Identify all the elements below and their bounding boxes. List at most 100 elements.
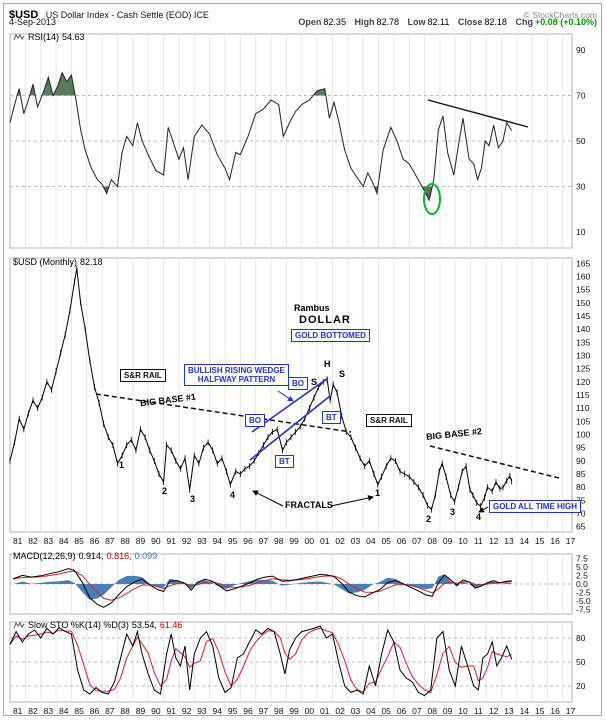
svg-text:2.5: 2.5 — [576, 570, 588, 580]
svg-text:140: 140 — [576, 324, 590, 334]
svg-text:95: 95 — [228, 536, 238, 546]
svg-text:91: 91 — [166, 706, 176, 716]
annotation-head: H — [324, 359, 331, 369]
svg-text:94: 94 — [213, 706, 223, 716]
svg-text:12: 12 — [489, 706, 499, 716]
macd-panel-label: MACD(12,26,9) 0.914, 0.816, 0.099 — [13, 551, 157, 561]
svg-text:11: 11 — [474, 706, 483, 716]
high-value: 82.78 — [376, 17, 399, 27]
svg-text:02: 02 — [335, 536, 345, 546]
annotation-left-shoulder: S — [311, 377, 318, 387]
svg-text:0.0: 0.0 — [576, 579, 588, 589]
svg-text:7.5: 7.5 — [576, 553, 588, 563]
svg-text:14: 14 — [520, 706, 530, 716]
sto-value-k: 53.54, — [131, 620, 157, 630]
svg-text:125: 125 — [576, 364, 590, 374]
close-label: Close — [457, 17, 483, 27]
svg-text:84: 84 — [59, 706, 69, 716]
svg-text:-2.5: -2.5 — [576, 588, 591, 598]
svg-text:155: 155 — [576, 285, 590, 295]
svg-text:65: 65 — [576, 522, 586, 532]
svg-text:80: 80 — [576, 633, 586, 643]
low-value: 82.11 — [427, 17, 450, 27]
svg-text:88: 88 — [120, 536, 130, 546]
svg-text:81: 81 — [13, 536, 23, 546]
svg-text:150: 150 — [576, 298, 590, 308]
svg-text:50: 50 — [576, 136, 586, 146]
svg-text:85: 85 — [74, 536, 84, 546]
quote-date: 4-Sep-2013 — [9, 17, 57, 27]
chg-label: Chg — [515, 17, 533, 27]
annotation-rambus: Rambus — [294, 303, 330, 313]
svg-text:10: 10 — [458, 536, 468, 546]
svg-text:11: 11 — [474, 536, 483, 546]
svg-text:99: 99 — [289, 536, 299, 546]
svg-text:04: 04 — [366, 706, 376, 716]
fractal2-point-3: 3 — [450, 507, 456, 517]
svg-text:90: 90 — [151, 536, 161, 546]
svg-text:96: 96 — [243, 706, 253, 716]
svg-text:09: 09 — [443, 536, 453, 546]
svg-text:00: 00 — [305, 536, 315, 546]
quote-bar: Open 82.35 High 82.78 Low 82.11 Close 82.18 … — [292, 17, 597, 27]
svg-text:01: 01 — [320, 706, 330, 716]
wedge-text-line1: BULLISH RISING WEDGE — [188, 366, 285, 375]
svg-text:84: 84 — [59, 536, 69, 546]
svg-text:91: 91 — [166, 536, 176, 546]
svg-text:89: 89 — [136, 536, 146, 546]
svg-text:92: 92 — [182, 706, 192, 716]
svg-text:82: 82 — [28, 706, 38, 716]
svg-text:96: 96 — [243, 536, 253, 546]
low-label: Low — [407, 17, 426, 27]
fractal1-point-3: 3 — [190, 494, 196, 504]
svg-text:86: 86 — [90, 706, 100, 716]
svg-text:97: 97 — [259, 536, 269, 546]
svg-text:87: 87 — [105, 536, 115, 546]
svg-text:03: 03 — [351, 536, 361, 546]
svg-text:20: 20 — [576, 681, 586, 691]
annotation-fractals: FRACTALS — [285, 500, 333, 510]
chart-title: $USD US Dollar Index - Cash Settle (EOD)… — [9, 5, 209, 23]
open-label: Open — [298, 17, 322, 27]
svg-text:85: 85 — [576, 469, 586, 479]
svg-text:06: 06 — [397, 536, 407, 546]
wedge-text-line2: HALFWAY PATTERN — [197, 375, 276, 385]
svg-text:70: 70 — [576, 90, 586, 100]
svg-text:115: 115 — [576, 390, 590, 400]
open-value: 82.35 — [323, 17, 346, 27]
svg-text:16: 16 — [550, 536, 560, 546]
svg-text:13: 13 — [504, 536, 514, 546]
svg-text:110: 110 — [576, 403, 590, 413]
svg-text:89: 89 — [136, 706, 146, 716]
price-label-value: 82.18 — [80, 257, 103, 267]
annotation-right-shoulder: S — [339, 369, 346, 379]
annotation-gold-bottomed: GOLD BOTTOMED — [291, 329, 370, 343]
annotation-sr-rail-2: S&R RAIL — [366, 414, 412, 428]
svg-text:06: 06 — [397, 706, 407, 716]
svg-text:165: 165 — [576, 258, 590, 268]
svg-text:70: 70 — [576, 509, 586, 519]
chart-frame — [3, 3, 602, 716]
fractal2-point-2: 2 — [426, 514, 432, 524]
svg-text:04: 04 — [366, 536, 376, 546]
macd-label-name: MACD(12,26,9) — [13, 551, 76, 561]
annotation-gold-all-time-high: GOLD ALL TIME HIGH — [489, 500, 581, 514]
svg-text:16: 16 — [550, 706, 560, 716]
svg-text:93: 93 — [197, 536, 207, 546]
svg-text:98: 98 — [274, 706, 284, 716]
symbol: $USD — [9, 9, 39, 21]
svg-text:13: 13 — [504, 706, 514, 716]
svg-text:50: 50 — [576, 657, 586, 667]
svg-text:07: 07 — [412, 706, 422, 716]
fractal1-point-4: 4 — [230, 490, 236, 500]
svg-text:81: 81 — [13, 706, 23, 716]
rsi-panel-label: RSI(14) 54.63 — [13, 32, 85, 42]
svg-text:98: 98 — [274, 536, 284, 546]
svg-text:-7.5: -7.5 — [576, 605, 591, 615]
sto-value-d: 61.46 — [159, 620, 183, 630]
copyright: © StockCharts.com — [523, 10, 597, 20]
svg-text:01: 01 — [320, 536, 330, 546]
header-row-2: 4-Sep-2013 Open 82.35 High 82.78 Low 82.11 … — [9, 17, 597, 27]
svg-text:05: 05 — [381, 706, 391, 716]
